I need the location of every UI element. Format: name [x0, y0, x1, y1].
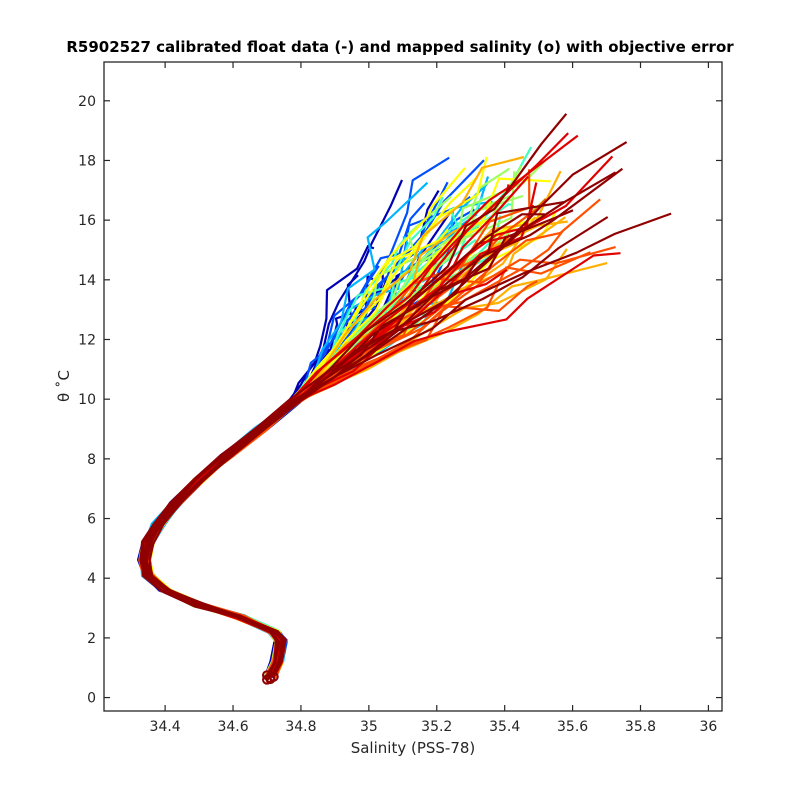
float-profile-line [141, 172, 616, 677]
y-tick-label: 8 [87, 452, 96, 468]
x-tick-label: 35.8 [625, 719, 656, 735]
y-tick-label: 6 [87, 512, 96, 528]
x-axis-label: Salinity (PSS-78) [351, 739, 476, 757]
x-tick-label: 34.8 [285, 719, 316, 735]
x-tick-label: 36 [700, 719, 718, 735]
axes: 34.4 34.6 34.8 35 35.2 35.4 35.6 35.8 36 0 2 4 6 8 10 1… [78, 62, 722, 735]
x-tick-label: 35.4 [489, 719, 520, 735]
y-tick-label: 2 [87, 631, 96, 647]
float-profile-line [144, 133, 568, 675]
y-tick-label: 16 [78, 213, 96, 229]
float-profile-line [146, 229, 494, 676]
y-tick-label: 12 [78, 333, 96, 349]
float-profile-line [147, 114, 567, 678]
y-tick-label: 20 [78, 94, 96, 110]
float-profile-line [144, 136, 577, 676]
x-tick-label: 35.6 [557, 719, 588, 735]
float-profile-line [139, 169, 529, 675]
x-tick-label: 35.2 [421, 719, 452, 735]
float-profile-line [142, 231, 563, 678]
x-tick-label: 35 [360, 719, 378, 735]
y-tick-label: 4 [87, 571, 96, 587]
float-profile-line [146, 171, 515, 676]
chart-title: R5902527 calibrated float data (-) and m… [66, 38, 734, 56]
plot-area [138, 114, 671, 684]
y-tick-label: 10 [78, 392, 96, 408]
y-tick-label: 0 [87, 691, 96, 707]
y-tick-label: 14 [78, 273, 96, 289]
axes-box [104, 62, 722, 711]
x-tick-label: 34.6 [217, 719, 248, 735]
x-tick-label: 34.4 [150, 719, 181, 735]
y-tick-label: 18 [78, 153, 96, 169]
y-axis-label: θ ˚C [55, 370, 73, 402]
float-profile-line [141, 212, 450, 678]
